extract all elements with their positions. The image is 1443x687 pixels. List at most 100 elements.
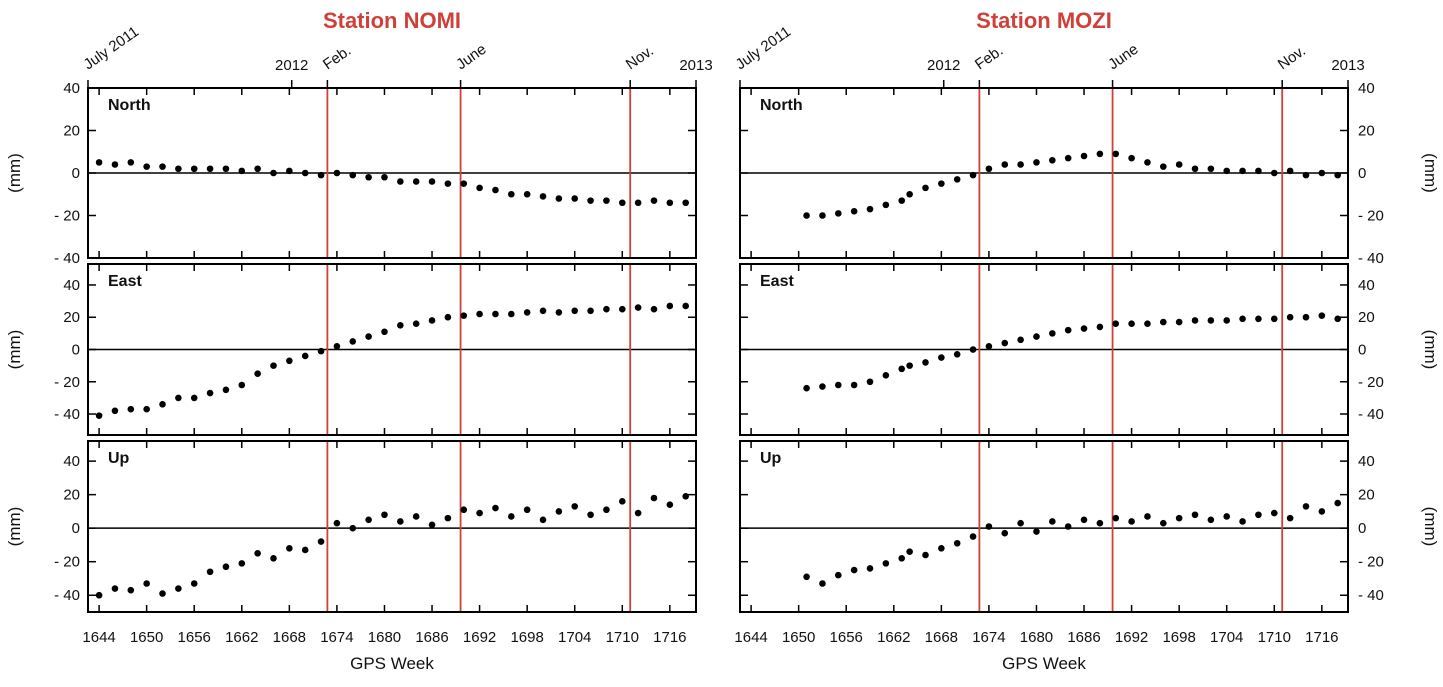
data-point <box>1255 511 1262 519</box>
data-point <box>922 551 929 559</box>
y-axis-label: (mm) <box>5 507 24 547</box>
data-point <box>1144 159 1151 166</box>
x-tick-label: 1692 <box>463 629 496 646</box>
data-point <box>682 493 689 500</box>
y-axis-label: (mm) <box>1421 330 1440 370</box>
data-point <box>143 405 150 413</box>
data-point <box>397 518 404 525</box>
data-point <box>1175 161 1183 168</box>
data-point <box>381 511 388 519</box>
data-point <box>349 171 357 179</box>
y-tick-label: 20 <box>1358 309 1375 326</box>
data-point <box>476 509 483 517</box>
data-point <box>175 165 182 173</box>
data-point <box>1017 519 1024 527</box>
data-point <box>938 180 945 187</box>
data-point <box>587 307 594 315</box>
data-point <box>175 394 182 402</box>
data-point <box>349 524 357 532</box>
data-point <box>882 201 890 209</box>
data-point <box>1112 514 1120 522</box>
y-axis-label: (mm) <box>1421 153 1440 193</box>
data-point <box>1096 150 1104 158</box>
data-point <box>922 359 929 366</box>
y-tick-label: - 40 <box>1358 587 1384 604</box>
data-point <box>1223 317 1231 324</box>
data-point <box>938 354 945 361</box>
x-tick-label: 1686 <box>415 629 448 646</box>
data-point <box>206 165 214 173</box>
data-point <box>1080 516 1088 524</box>
y-axis-label: (mm) <box>5 153 24 193</box>
data-point <box>1001 339 1009 347</box>
data-point <box>222 563 230 571</box>
data-point <box>1160 163 1167 170</box>
y-tick-label: 20 <box>63 123 80 140</box>
y-tick-label: 0 <box>72 342 80 359</box>
x-tick-label: 1710 <box>1258 629 1291 646</box>
data-point <box>969 533 977 540</box>
data-point <box>1033 159 1040 166</box>
data-point <box>634 199 642 207</box>
data-point <box>523 309 531 316</box>
top-tick-label: 2013 <box>1331 57 1364 74</box>
data-point <box>1001 529 1009 537</box>
x-tick-label: 1716 <box>653 629 686 646</box>
y-tick-label: 20 <box>1358 487 1375 504</box>
top-tick-label: 2012 <box>927 57 960 74</box>
y-tick-label: - 20 <box>54 554 80 571</box>
data-point <box>1318 508 1326 515</box>
data-point <box>1128 320 1135 327</box>
data-point <box>1270 315 1278 323</box>
y-tick-label: - 20 <box>54 374 80 391</box>
y-tick-label: - 40 <box>54 406 80 423</box>
data-point <box>365 333 372 340</box>
x-tick-label: 1656 <box>830 629 863 646</box>
data-point <box>143 580 150 587</box>
chart-title: Station MOZI <box>976 8 1112 33</box>
data-point <box>238 381 246 389</box>
x-tick-label: 1674 <box>320 629 353 646</box>
top-tick-label: June <box>1105 41 1141 74</box>
data-point <box>1286 313 1294 321</box>
data-point <box>953 539 961 547</box>
data-point <box>571 195 579 202</box>
panel-frame <box>739 87 1349 259</box>
data-point <box>333 519 341 527</box>
data-point <box>254 550 261 557</box>
top-tick-label: July 2011 <box>733 23 794 73</box>
data-point <box>1207 516 1215 524</box>
data-point <box>301 352 309 360</box>
data-point <box>539 516 547 524</box>
data-point <box>803 384 810 392</box>
data-point <box>922 184 929 192</box>
x-tick-label: 1662 <box>877 629 910 646</box>
data-point <box>270 169 277 177</box>
data-point <box>819 580 826 587</box>
data-point <box>571 503 579 510</box>
y-tick-label: 0 <box>1358 165 1366 182</box>
data-point <box>1160 318 1167 326</box>
data-point <box>1255 167 1262 175</box>
data-point <box>1255 315 1262 323</box>
data-point <box>618 199 626 207</box>
data-point <box>301 546 309 554</box>
data-point <box>1207 317 1215 324</box>
data-point <box>650 305 658 313</box>
x-tick-label: 1680 <box>1020 629 1053 646</box>
data-point <box>1144 320 1151 327</box>
data-point <box>317 171 325 179</box>
data-point <box>127 586 135 594</box>
y-tick-label: 20 <box>1358 123 1375 140</box>
x-tick-label: 1698 <box>510 629 543 646</box>
data-point <box>428 521 436 529</box>
data-point <box>1270 509 1278 517</box>
data-point <box>803 573 810 581</box>
x-tick-label: 1674 <box>972 629 1005 646</box>
data-point <box>333 342 341 350</box>
data-point <box>111 585 119 592</box>
data-point <box>834 210 842 217</box>
data-point <box>571 307 579 315</box>
data-point <box>898 197 906 204</box>
data-point <box>1239 518 1246 525</box>
